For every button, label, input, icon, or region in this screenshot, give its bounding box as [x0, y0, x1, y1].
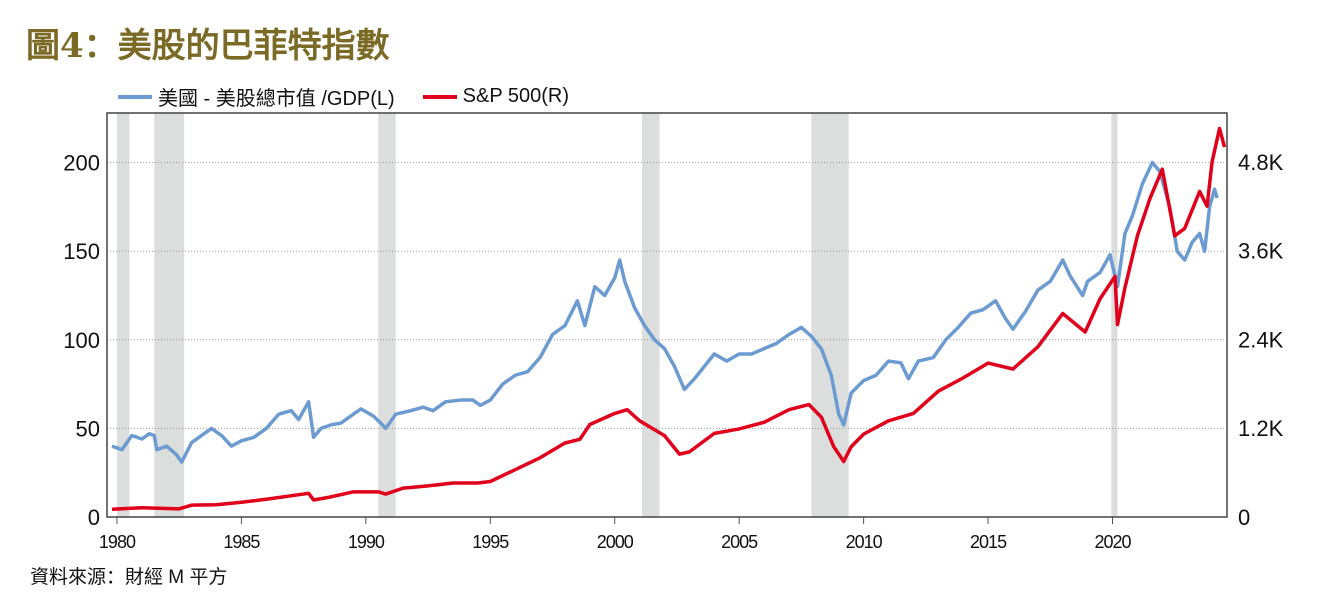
y-left-tick-label: 200	[63, 151, 100, 176]
x-tick-label: 2020	[1094, 532, 1131, 552]
y-right-tick-label: 1.2K	[1238, 416, 1284, 441]
recession-band	[1111, 113, 1118, 517]
recession-band	[642, 113, 660, 517]
legend-item-sp500: S&P 500(R)	[422, 82, 570, 111]
recession-band	[811, 113, 849, 517]
legend-item-market-cap-gdp: 美國 - 美股總市值 /GDP(L)	[118, 82, 395, 111]
series-line-market-cap-gdp	[111, 160, 1219, 464]
y-left-tick-label: 150	[63, 239, 100, 264]
x-tick-label: 1985	[223, 532, 260, 552]
legend-swatch-red	[422, 94, 457, 99]
y-left-tick-label: 50	[76, 416, 100, 441]
source-note: 資料來源：財經 M 平方	[30, 567, 228, 588]
recession-band	[378, 113, 396, 517]
y-left-tick-label: 0	[88, 505, 100, 530]
x-tick-label: 2015	[970, 532, 1007, 552]
y-right-tick-label: 3.6K	[1238, 239, 1284, 264]
plot-frame	[106, 112, 1228, 518]
y-right-tick-label: 0	[1238, 505, 1250, 530]
y-right-tick-label: 4.8K	[1238, 150, 1284, 175]
chart-title: 圖4：美股的巴菲特指數	[26, 26, 390, 66]
legend-label: 美國 - 美股總市值 /GDP(L)	[158, 88, 395, 110]
x-tick-label: 1990	[348, 532, 385, 552]
legend: 美國 - 美股總市值 /GDP(L) S&P 500(R)	[118, 82, 569, 111]
legend-label: S&P 500(R)	[462, 85, 570, 107]
series-line-sp500	[111, 126, 1227, 511]
recession-band	[116, 113, 130, 517]
y-right-tick-label: 2.4K	[1238, 327, 1284, 352]
x-tick-label: 2010	[846, 532, 883, 552]
x-tick-label: 2005	[721, 532, 758, 552]
y-left-tick-label: 100	[63, 328, 100, 353]
legend-swatch-blue	[118, 94, 152, 99]
x-tick-label: 2000	[597, 532, 634, 552]
x-tick-label: 1995	[472, 532, 509, 552]
x-tick-label: 1980	[99, 532, 136, 552]
